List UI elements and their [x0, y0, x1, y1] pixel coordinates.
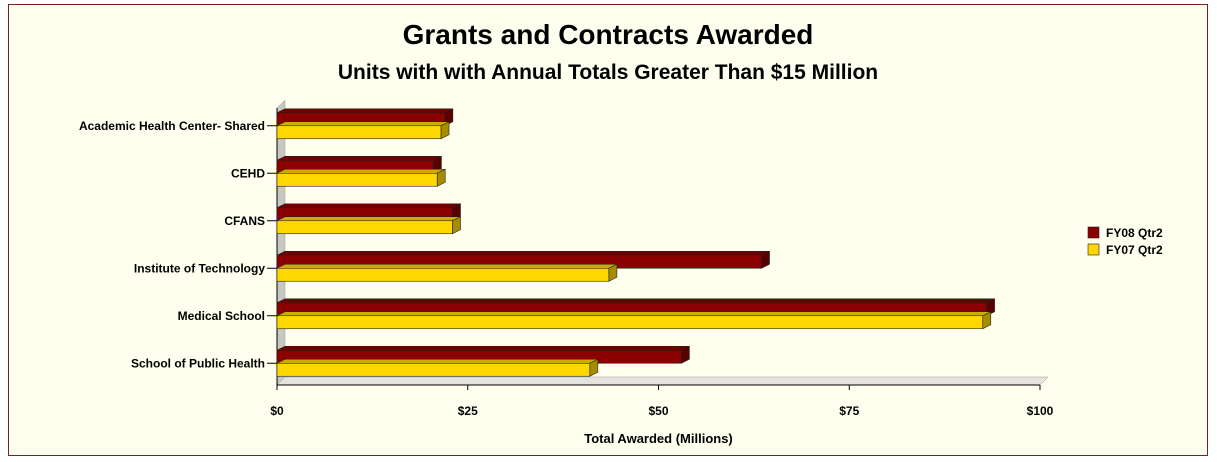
bar-top — [276, 358, 598, 364]
chart-title: Grants and Contracts Awarded — [402, 19, 814, 50]
bar-top — [276, 298, 995, 304]
bar-side — [761, 250, 770, 269]
bar — [276, 168, 446, 187]
bar-side — [608, 263, 618, 282]
bar-front — [276, 362, 591, 377]
chart-subtitle: Units with with Annual Totals Greater Th… — [337, 61, 879, 84]
x-tick-label: $0 — [270, 404, 284, 418]
bar-side — [589, 358, 599, 377]
category-label: CFANS — [224, 214, 265, 228]
plot-back-wall — [276, 99, 286, 386]
bar-side — [436, 168, 446, 187]
category-label: Institute of Technology — [134, 261, 265, 275]
bar — [276, 121, 450, 140]
bar-top — [276, 155, 442, 161]
bar-top — [276, 311, 991, 317]
bar — [276, 216, 461, 235]
bar-top — [276, 168, 446, 174]
bar — [276, 263, 618, 282]
bar-front — [276, 267, 610, 282]
x-tick-label: $50 — [648, 404, 668, 418]
bar-front — [276, 125, 442, 140]
bar-top — [276, 203, 461, 209]
x-tick-label: $25 — [458, 404, 478, 418]
bar-top — [276, 216, 461, 222]
bar-side — [681, 345, 690, 364]
legend: FY08 Qtr2 FY07 Qtr2 — [1087, 226, 1163, 257]
legend-swatch — [1087, 243, 1100, 256]
bar — [276, 311, 992, 330]
category-label: School of Public Health — [131, 356, 265, 370]
bar-side — [452, 216, 461, 235]
bar-top — [276, 250, 770, 256]
bar-side — [982, 311, 992, 330]
x-tick-label: $100 — [1027, 404, 1054, 418]
category-label: CEHD — [231, 166, 265, 180]
legend-label: FY07 Qtr2 — [1106, 243, 1163, 257]
bar-front — [276, 315, 984, 330]
bar — [276, 358, 599, 377]
plot-floor — [276, 376, 1049, 386]
bar-front — [276, 220, 453, 235]
bar-top — [276, 263, 618, 269]
category-label: Academic Health Center- Shared — [79, 119, 265, 133]
legend-swatch — [1087, 226, 1100, 239]
legend-label: FY08 Qtr2 — [1106, 226, 1163, 240]
plot-area: Academic Health Center- Shared CEHD CFANS I… — [79, 99, 1054, 446]
x-tick-label: $75 — [839, 404, 859, 418]
bar-top — [276, 345, 690, 351]
x-axis-title: Total Awarded (Millions) — [584, 431, 733, 446]
bar-top — [276, 121, 450, 127]
bar-top — [276, 108, 453, 114]
category-label: Medical School — [178, 309, 265, 323]
bar-side — [440, 121, 450, 140]
bar-front — [276, 172, 438, 187]
